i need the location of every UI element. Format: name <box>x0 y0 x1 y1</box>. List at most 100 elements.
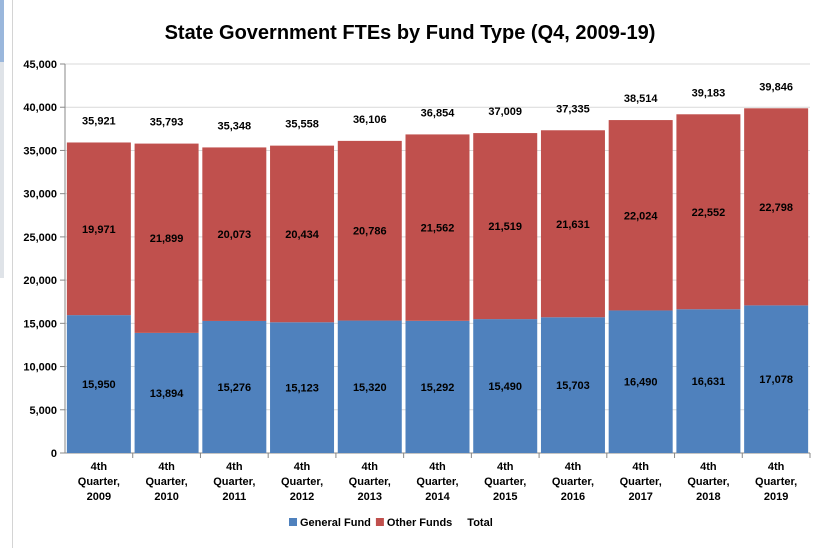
data-label-general-fund: 15,292 <box>421 382 455 394</box>
x-tick-label: Quarter, <box>416 476 458 488</box>
x-tick-label: 2014 <box>425 491 450 503</box>
data-label-total: 39,183 <box>692 87 726 99</box>
data-label-general-fund: 15,490 <box>488 381 522 393</box>
bar-other-funds <box>202 147 267 321</box>
bar-other-funds <box>540 130 605 318</box>
legend-label: General Fund <box>300 517 371 529</box>
x-tick-label: 2013 <box>358 491 382 503</box>
x-tick-label: 2011 <box>222 491 246 503</box>
y-tick-label: 15,000 <box>23 318 57 330</box>
bar-other-funds <box>405 134 470 321</box>
left-edge-line <box>12 0 13 548</box>
x-tick-label: 2018 <box>696 491 720 503</box>
x-tick-label: 2016 <box>561 491 585 503</box>
x-tick-label: 4th <box>429 461 446 473</box>
x-tick-label: Quarter, <box>755 476 797 488</box>
bar-general-fund <box>202 320 267 453</box>
x-tick-label: 2015 <box>493 491 517 503</box>
legend-label: Total <box>467 517 492 529</box>
x-tick-label: Quarter, <box>552 476 594 488</box>
data-label-total: 37,009 <box>488 106 522 118</box>
data-label-other-funds: 20,073 <box>217 229 251 241</box>
data-label-total: 38,514 <box>624 93 659 105</box>
x-tick-label: Quarter, <box>78 476 120 488</box>
y-tick-label: 0 <box>51 448 57 460</box>
bar-other-funds <box>473 133 538 320</box>
x-tick-label: Quarter, <box>687 476 729 488</box>
data-label-general-fund: 15,320 <box>353 382 387 394</box>
x-tick-label: 2012 <box>290 491 314 503</box>
bar-other-funds <box>134 143 199 333</box>
bar-other-funds <box>744 108 809 306</box>
bar-general-fund <box>405 320 470 453</box>
data-label-other-funds: 19,971 <box>82 224 116 236</box>
data-label-other-funds: 22,552 <box>692 207 726 219</box>
bar-general-fund <box>676 309 741 453</box>
left-accent-highlight <box>0 0 4 62</box>
x-tick-label: 4th <box>226 461 243 473</box>
bar-general-fund <box>473 319 538 453</box>
x-tick-label: Quarter, <box>213 476 255 488</box>
data-label-total: 35,921 <box>82 115 116 127</box>
bar-general-fund <box>134 332 199 453</box>
data-label-general-fund: 16,631 <box>692 376 726 388</box>
data-label-total: 35,558 <box>285 119 319 131</box>
x-tick-label: 4th <box>362 461 379 473</box>
data-label-other-funds: 21,899 <box>150 233 184 245</box>
data-label-other-funds: 22,798 <box>759 202 793 214</box>
x-tick-label: 4th <box>700 461 717 473</box>
legend-swatch <box>375 518 384 526</box>
chart-title: State Government FTEs by Fund Type (Q4, … <box>164 22 656 44</box>
data-label-other-funds: 21,562 <box>421 223 455 235</box>
x-tick-label: 4th <box>565 461 582 473</box>
y-tick-label: 35,000 <box>23 145 57 157</box>
x-tick-label: 4th <box>632 461 649 473</box>
y-tick-label: 30,000 <box>23 189 57 201</box>
data-label-other-funds: 21,631 <box>556 219 590 231</box>
x-tick-label: Quarter, <box>349 476 391 488</box>
y-tick-label: 10,000 <box>23 362 57 374</box>
data-label-other-funds: 20,434 <box>285 229 320 241</box>
bar-other-funds <box>66 142 131 316</box>
data-label-total: 36,854 <box>421 107 456 119</box>
x-tick-label: 2019 <box>764 491 788 503</box>
data-label-other-funds: 20,786 <box>353 226 387 238</box>
x-tick-label: 4th <box>294 461 311 473</box>
legend-label: Other Funds <box>387 517 452 529</box>
bar-general-fund <box>744 305 809 453</box>
x-tick-label: 2017 <box>628 491 652 503</box>
bar-other-funds <box>676 114 741 310</box>
data-label-total: 39,846 <box>759 82 793 94</box>
bar-general-fund <box>270 322 335 453</box>
left-accent-bar <box>0 0 4 278</box>
bar-other-funds <box>337 140 402 321</box>
data-label-other-funds: 21,519 <box>488 221 522 233</box>
bar-general-fund <box>66 315 131 453</box>
x-tick-label: 4th <box>158 461 175 473</box>
x-tick-label: Quarter, <box>145 476 187 488</box>
x-tick-label: 2010 <box>154 491 178 503</box>
y-tick-label: 5,000 <box>29 405 57 417</box>
x-tick-label: 2009 <box>87 491 111 503</box>
x-tick-label: Quarter, <box>484 476 526 488</box>
bar-general-fund <box>337 320 402 453</box>
y-tick-label: 40,000 <box>23 102 57 114</box>
x-tick-label: Quarter, <box>620 476 662 488</box>
data-label-general-fund: 15,703 <box>556 380 590 392</box>
data-label-general-fund: 17,078 <box>759 374 793 386</box>
y-tick-label: 20,000 <box>23 275 57 287</box>
data-label-total: 37,335 <box>556 103 590 115</box>
y-tick-label: 25,000 <box>23 232 57 244</box>
data-label-general-fund: 13,894 <box>150 388 185 400</box>
x-tick-label: 4th <box>768 461 785 473</box>
data-label-general-fund: 16,490 <box>624 377 658 389</box>
bar-general-fund <box>540 317 605 453</box>
bar-other-funds <box>270 145 335 323</box>
data-label-total: 36,106 <box>353 114 387 126</box>
y-tick-label: 45,000 <box>23 59 57 71</box>
x-tick-label: Quarter, <box>281 476 323 488</box>
x-tick-label: 4th <box>497 461 514 473</box>
data-label-general-fund: 15,950 <box>82 379 116 391</box>
